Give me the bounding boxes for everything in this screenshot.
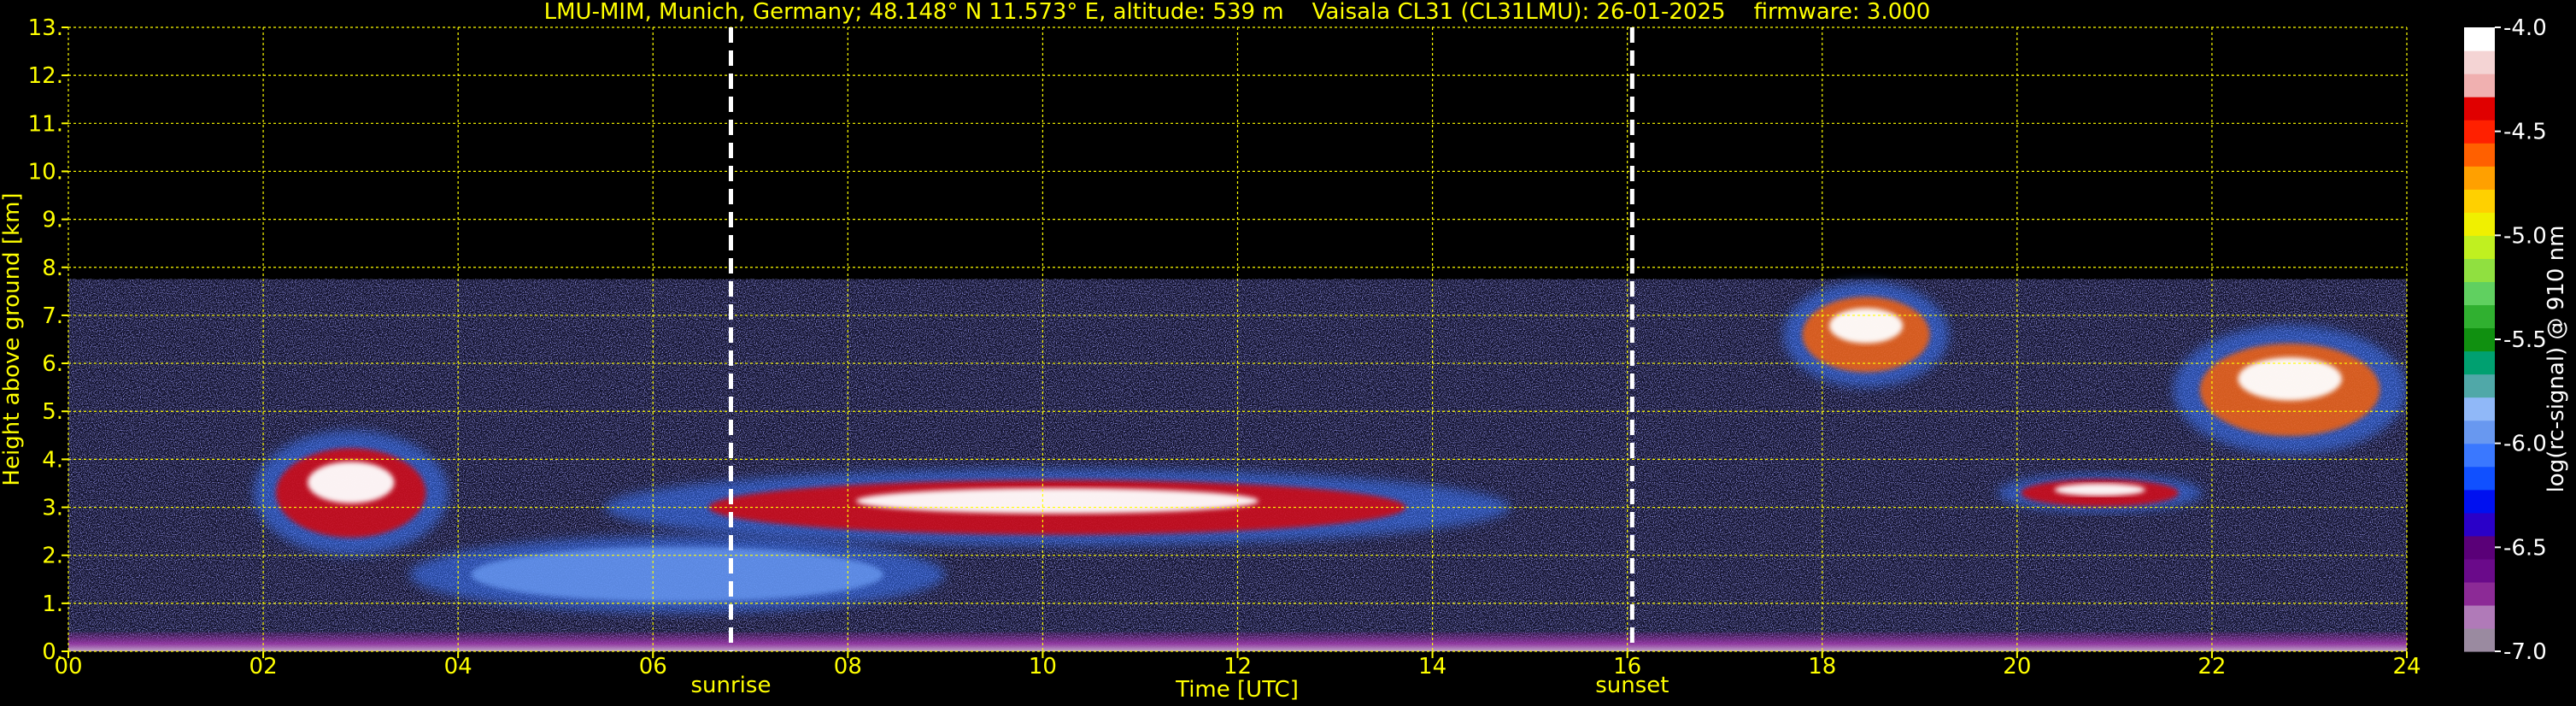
plot-area (67, 26, 2408, 652)
sun-event-labels: sunrise sunset (690, 673, 1669, 698)
colorbar-segment (2464, 120, 2495, 144)
x-tick-label: 06 (639, 654, 667, 680)
feature-boundary-layer (68, 632, 2407, 651)
colorbar-segment (2464, 489, 2495, 514)
x-tick-label: 24 (2392, 654, 2421, 680)
colorbar-segment (2464, 258, 2495, 283)
x-tick-label: 04 (444, 654, 472, 680)
colorbar-tick-label: -4.0 (2503, 15, 2547, 41)
feature-cloud (1998, 474, 2203, 513)
colorbar-segment (2464, 327, 2495, 352)
colorbar-segment (2464, 143, 2495, 167)
x-tick-label: 14 (1418, 654, 1446, 680)
colorbar-segment (2464, 27, 2495, 51)
colorbar-segment (2464, 627, 2495, 652)
x-tick-label: 16 (1613, 654, 1641, 680)
sun-event-lines (728, 27, 1634, 651)
colorbar-segment (2464, 581, 2495, 606)
colorbar-segment (2464, 443, 2495, 468)
y-tick-label: 8. (42, 256, 63, 281)
x-tick-label: 08 (834, 654, 862, 680)
y-tick-label: 4. (42, 447, 63, 473)
colorbar-segment (2464, 74, 2495, 97)
y-tick-label: 6. (42, 351, 63, 377)
colorbar-tick-label: -5.5 (2503, 327, 2547, 353)
x-axis: 00 02 04 06 08 10 12 14 16 18 20 22 24 (54, 651, 2421, 680)
colorbar-segment (2464, 212, 2495, 236)
chart-title: LMU-MIM, Munich, Germany; 48.148° N 11.5… (544, 0, 1931, 25)
y-axis: 0. 1. 2. 3. 4. 5. 6. 7. 8. 9. 10. 11. 12. 13. (28, 15, 68, 665)
colorbar-segment (2464, 374, 2495, 398)
y-tick-label: 11. (28, 111, 63, 137)
y-tick-label: 13. (28, 15, 63, 41)
y-tick-label: 12. (28, 63, 63, 89)
sunset-label: sunset (1595, 673, 1669, 698)
colorbar-segment (2464, 604, 2495, 629)
colorbar-tick-label: -5.0 (2503, 223, 2547, 249)
colorbar-segment (2464, 535, 2495, 560)
x-tick-label: 12 (1223, 654, 1252, 680)
colorbar-segment (2464, 466, 2495, 491)
y-axis-label: Height above ground [km] (0, 192, 25, 485)
feature-cloud (253, 430, 449, 556)
colorbar-tick-label: -4.5 (2503, 120, 2547, 145)
colorbar-label: log(rc-signal) @ 910 nm (2544, 226, 2569, 493)
colorbar-segment (2464, 189, 2495, 213)
colorbar-tick-label: -6.5 (2503, 535, 2547, 561)
colorbar: -4.0 -4.5 -5.0 -5.5 -6.0 -6.5 -7.0 (2464, 15, 2547, 665)
colorbar-segment (2464, 558, 2495, 583)
x-tick-label: 10 (1029, 654, 1057, 680)
colorbar-segment (2464, 50, 2495, 74)
y-tick-label: 7. (42, 303, 63, 329)
colorbar-segment (2464, 304, 2495, 329)
feature-cirrus (1783, 281, 1950, 388)
y-tick-label: 10. (28, 159, 63, 185)
feature-cloud-layer (604, 468, 1511, 546)
colorbar-segment (2464, 350, 2495, 375)
colorbar-segment (2464, 512, 2495, 537)
x-tick-label: 20 (2003, 654, 2031, 680)
y-tick-label: 2. (42, 544, 63, 569)
colorbar-segment (2464, 397, 2495, 421)
grid-lines (67, 26, 2408, 652)
feature-aerosol-layer (409, 536, 946, 614)
y-tick-label: 5. (42, 399, 63, 425)
colorbar-segment (2464, 97, 2495, 121)
x-tick-label: 02 (249, 654, 278, 680)
colorbar-tick-label: -6.0 (2503, 432, 2547, 457)
colorbar-segment (2464, 235, 2495, 259)
sunrise-label: sunrise (690, 673, 771, 698)
colorbar-tick-label: -7.0 (2503, 639, 2547, 665)
colorbar-segment (2464, 420, 2495, 444)
feature-cirrus (2173, 325, 2407, 455)
x-tick-label: 22 (2198, 654, 2226, 680)
y-tick-label: 1. (42, 591, 63, 617)
y-tick-label: 0. (42, 639, 63, 665)
x-axis-label: Time [UTC] (1175, 677, 1299, 703)
y-tick-label: 3. (42, 496, 63, 521)
x-tick-label: 18 (1808, 654, 1836, 680)
colorbar-segment (2464, 281, 2495, 306)
y-tick-label: 9. (42, 208, 63, 233)
colorbar-segment (2464, 166, 2495, 190)
x-tick-label: 00 (54, 654, 82, 680)
